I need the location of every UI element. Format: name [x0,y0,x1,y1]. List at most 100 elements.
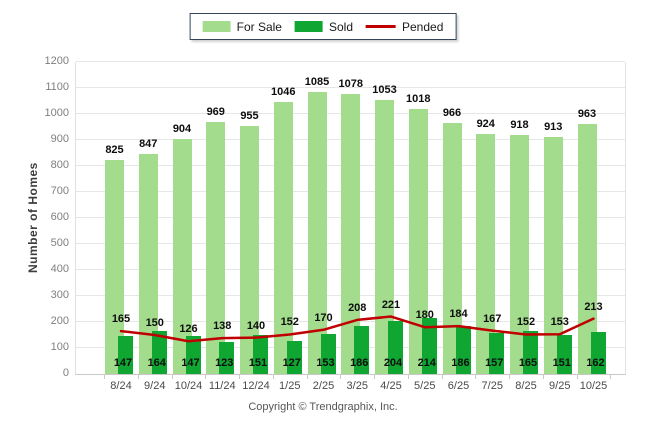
x-axis-tick [610,375,612,379]
copyright-text: Copyright © Trendgraphix, Inc. [248,401,398,413]
x-tick-label: 5/25 [414,380,436,392]
bar-for-sale [341,93,361,374]
sold-value-label: 147 [113,357,133,369]
for-sale-value-label: 1046 [271,86,296,99]
y-tick-label: 300 [50,289,69,301]
x-tick-label: 10/25 [579,380,608,392]
sold-value-label: 165 [518,357,538,369]
bar-sold [118,335,133,374]
for-sale-value-label: 1018 [406,93,431,106]
for-sale-value-label: 1053 [372,84,397,97]
bar-for-sale [510,135,529,374]
x-axis-tick [306,375,308,379]
x-tick-label: 8/24 [110,380,132,392]
legend-item-pended: Pended [366,20,443,34]
pended-value-label: 153 [550,316,569,329]
sold-value-label: 127 [282,357,301,369]
bar-for-sale [408,109,428,374]
x-tick-label: 3/25 [346,380,368,392]
y-tick-label: 0 [62,367,69,379]
y-tick-label: 600 [50,211,69,223]
legend-label-sold: Sold [328,19,354,34]
bar-sold [556,334,572,374]
y-tick-label: 800 [50,159,69,171]
x-tick-label: 9/24 [144,380,166,392]
bar-for-sale [273,102,293,374]
for-sale-value-label: 955 [240,109,259,122]
legend-item-sold: Sold [294,19,354,34]
x-tick-label: 4/25 [380,380,402,392]
for-sale-swatch-icon [202,21,231,32]
for-sale-value-label: 966 [442,106,462,119]
sold-value-label: 186 [451,357,470,369]
y-tick-label: 200 [50,315,69,327]
sold-swatch-icon [294,21,323,32]
pended-value-label: 221 [381,298,401,311]
y-tick-label: 500 [50,237,69,249]
for-sale-value-label: 847 [139,137,158,150]
y-tick-label: 900 [50,133,69,145]
gridline [76,61,625,62]
sold-value-label: 157 [485,357,504,369]
pended-value-label: 213 [584,300,603,313]
x-axis-tick [374,375,376,379]
sold-value-label: 147 [181,357,200,369]
for-sale-value-label: 918 [510,119,529,132]
y-tick-label: 1000 [44,107,69,119]
for-sale-value-label: 924 [476,117,495,130]
x-tick-label: 6/25 [447,380,470,392]
bar-for-sale [206,122,226,374]
x-tick-label: 12/24 [242,380,270,392]
x-axis-tick [407,375,409,379]
x-tick-label: 2/25 [312,380,335,392]
x-tick-label: 7/25 [481,380,503,392]
for-sale-value-label: 1078 [338,77,363,90]
legend-item-for-sale: For Sale [202,20,282,34]
sold-value-label: 214 [417,357,436,369]
bar-for-sale [442,122,462,374]
sold-value-label: 123 [215,357,234,369]
x-axis-tick [171,375,173,379]
x-tick-label: 8/25 [515,380,537,392]
sold-value-label: 151 [248,357,268,369]
legend: For Sale Sold Pended [189,13,457,40]
bar-for-sale [543,136,563,374]
bar-for-sale [577,123,597,374]
gridline [76,87,625,88]
sold-value-label: 204 [383,357,403,369]
x-axis-tick [340,375,342,379]
x-tick-label: 1/25 [279,380,301,392]
for-sale-value-label: 1085 [304,75,330,88]
bar-sold [219,342,235,374]
for-sale-value-label: 969 [206,106,225,119]
sold-value-label: 151 [552,357,571,369]
x-axis-tick [205,375,207,379]
y-tick-label: 1200 [44,55,69,67]
bar-for-sale [375,100,394,374]
bar-sold [320,334,336,374]
bar-sold [185,335,201,374]
x-axis-tick [137,375,139,379]
x-axis-tick [509,375,511,379]
y-tick-label: 400 [50,263,69,275]
x-axis-tick [441,375,443,379]
bar-sold [489,333,505,374]
legend-label-pended: Pended [402,19,444,34]
for-sale-value-label: 825 [105,143,124,156]
bar-sold [286,340,302,374]
pended-value-label: 208 [348,301,367,314]
bar-for-sale [172,138,192,374]
x-axis-tick [475,375,477,379]
x-axis-tick [272,375,274,379]
bar-for-sale [240,125,259,374]
sold-value-label: 153 [316,357,335,369]
y-tick-label: 1100 [45,81,69,93]
x-axis-tick [542,375,544,379]
for-sale-value-label: 963 [577,107,597,120]
x-axis-tick [239,375,241,379]
pended-line-swatch-icon [366,25,397,28]
for-sale-value-label: 913 [544,120,563,133]
for-sale-value-label: 904 [172,122,192,135]
x-axis-tick [104,375,106,379]
